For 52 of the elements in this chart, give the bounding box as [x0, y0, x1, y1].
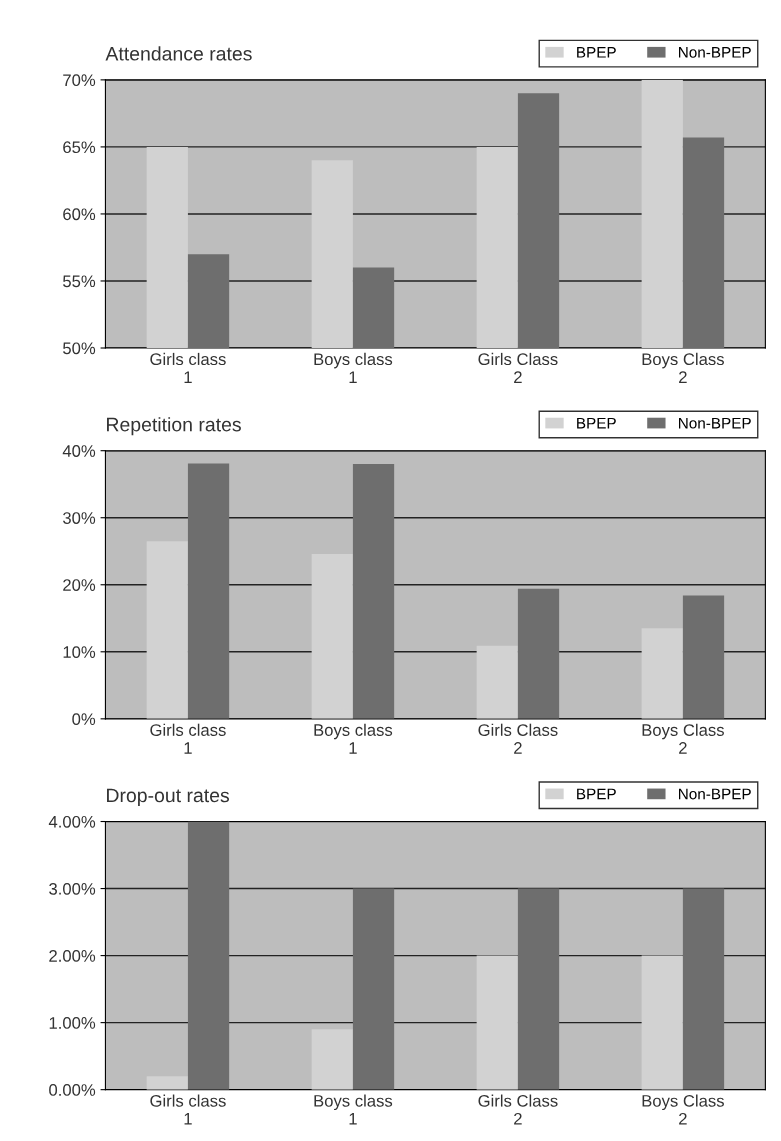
y-tick-label: 10%	[63, 646, 96, 658]
legend-label: Non-BPEP	[679, 788, 751, 800]
legend-label: BPEP	[577, 417, 616, 429]
bar	[641, 955, 683, 1090]
bar	[641, 628, 683, 719]
y-tick-label: 55%	[63, 275, 96, 288]
bar	[187, 463, 230, 719]
y-tick-label: 0.00%	[49, 1084, 96, 1096]
bar	[517, 588, 560, 719]
y-tick-label: 3.00%	[49, 882, 96, 895]
legend-label: BPEP	[577, 788, 616, 800]
bar	[311, 1029, 353, 1090]
y-tick-label: 65%	[63, 141, 96, 154]
bar	[517, 888, 560, 1090]
legend-label: Non-BPEP	[679, 417, 751, 429]
legend-label: Non-BPEP	[679, 47, 751, 58]
x-tick-label: Girls class 1	[150, 352, 226, 383]
x-tick-label: Boys class 1	[314, 352, 393, 383]
y-tick-label: 30%	[62, 512, 96, 524]
y-tick-label: 0%	[72, 713, 96, 726]
y-tick-label: 70%	[63, 74, 96, 87]
x-tick-label: Girls class 1	[150, 723, 226, 754]
y-tick-label: 1.00%	[49, 1017, 96, 1029]
y-tick-label: 60%	[63, 208, 96, 221]
y-tick-label: 50%	[63, 342, 96, 355]
y-tick-label: 2.00%	[49, 949, 96, 962]
chart-title: Attendance rates	[105, 46, 252, 61]
x-tick-label: Boys Class 2	[642, 352, 724, 383]
bar	[476, 955, 518, 1090]
x-tick-label: Boys class 1	[314, 1094, 393, 1125]
x-tick-label: Girls Class 2	[478, 723, 558, 754]
legend-label: BPEP	[577, 47, 616, 58]
bar	[352, 888, 395, 1090]
y-tick-label: 40%	[62, 445, 96, 457]
x-tick-label: Girls class 1	[150, 1094, 226, 1125]
chart-title: Repetition rates	[107, 417, 241, 436]
bar	[146, 541, 188, 719]
x-tick-label: Boys Class 2	[642, 1094, 724, 1125]
x-tick-label: Boys Class 2	[642, 723, 724, 754]
bar	[682, 888, 725, 1090]
chart-title: Drop-out rates	[107, 788, 230, 807]
bar	[682, 595, 725, 719]
bar	[352, 464, 395, 719]
bar	[311, 553, 353, 719]
x-tick-label: Girls Class 2	[478, 1094, 558, 1125]
bar	[146, 1076, 188, 1090]
bar	[476, 645, 518, 719]
x-tick-label: Boys class 1	[314, 723, 393, 754]
y-tick-label: 4.00%	[48, 815, 96, 828]
bar	[187, 821, 230, 1090]
y-tick-label: 20%	[63, 579, 96, 591]
x-tick-label: Girls Class 2	[478, 352, 558, 383]
